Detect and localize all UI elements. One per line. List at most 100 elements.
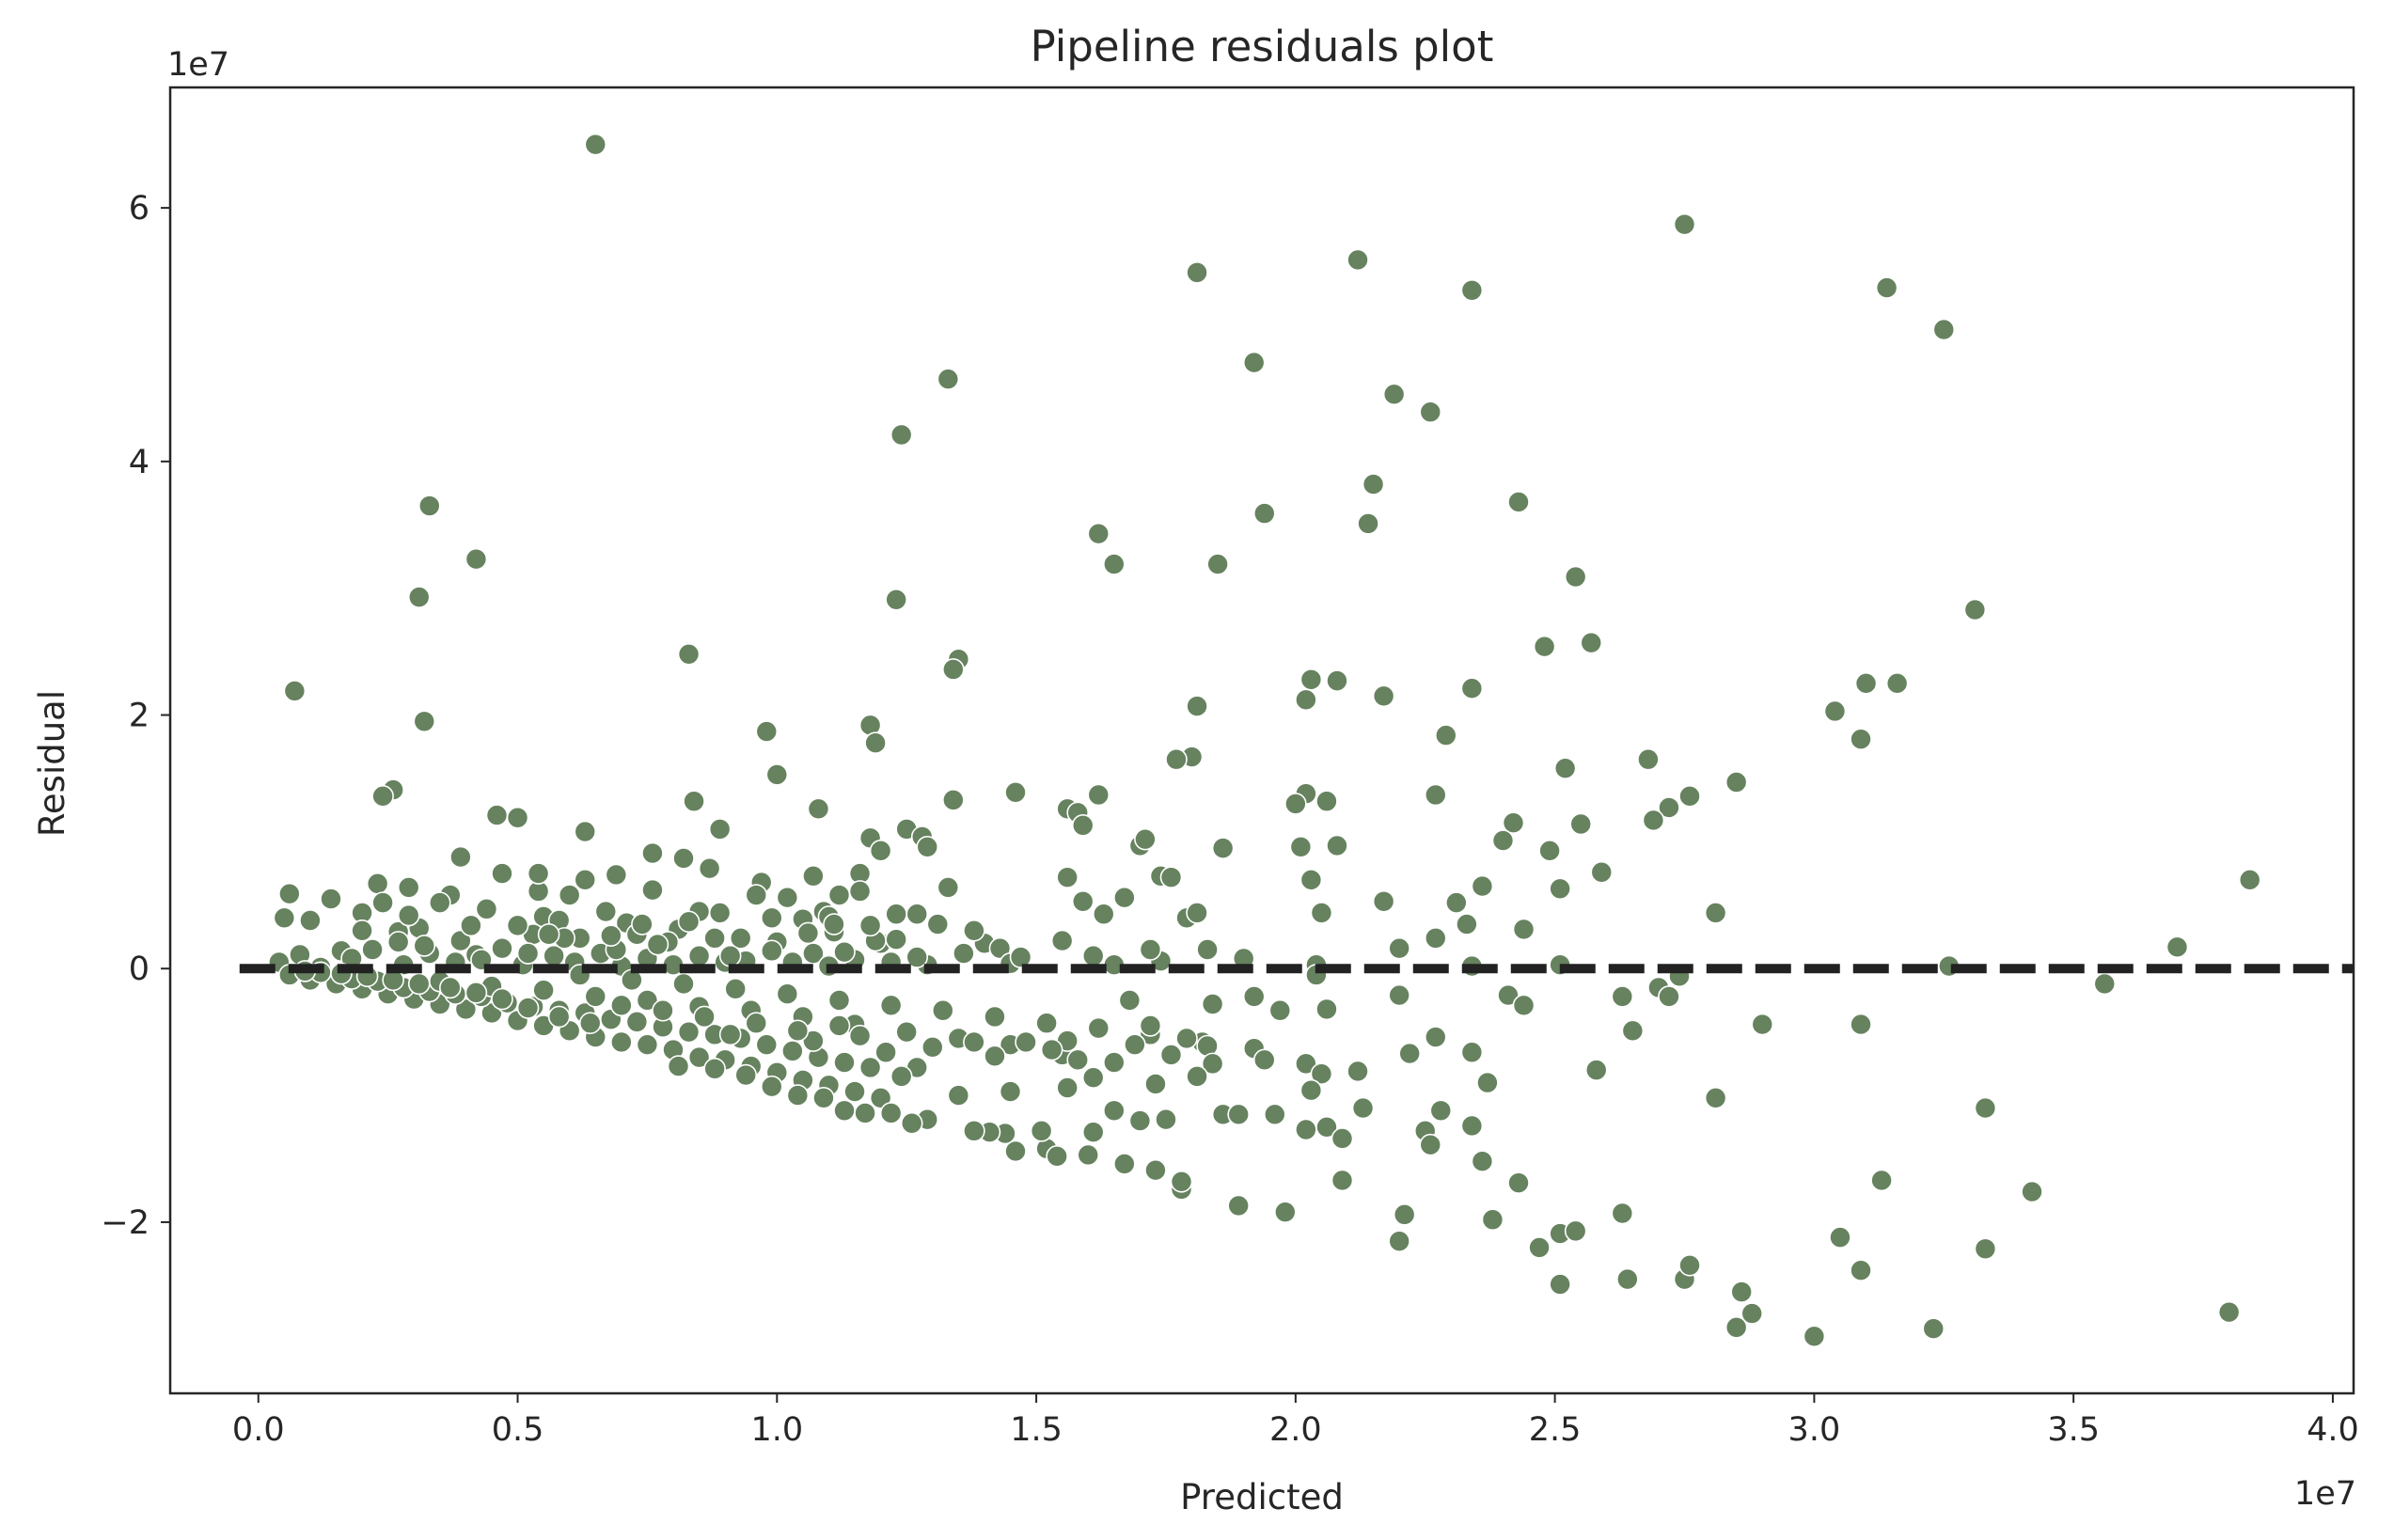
data-point — [729, 927, 752, 950]
data-point — [1144, 1073, 1167, 1095]
data-point — [1252, 502, 1276, 525]
data-point — [988, 936, 1012, 960]
data-point — [636, 989, 659, 1012]
data-point — [1289, 835, 1313, 858]
data-point — [641, 878, 664, 902]
data-point — [413, 935, 436, 957]
scatter-points — [268, 133, 2261, 1348]
data-point — [879, 994, 903, 1017]
data-point — [1445, 891, 1468, 914]
data-point — [1242, 985, 1266, 1008]
data-point — [693, 1005, 716, 1029]
data-point — [802, 942, 825, 965]
data-point — [1299, 668, 1323, 691]
data-point — [413, 710, 436, 733]
data-point — [885, 589, 907, 611]
data-point — [672, 972, 695, 996]
data-point — [1642, 809, 1665, 832]
y-tick-label: 4 — [129, 444, 150, 481]
data-point — [2093, 972, 2117, 996]
data-point — [776, 886, 799, 909]
x-tick-label: 2.0 — [1269, 1411, 1322, 1449]
data-point — [386, 931, 410, 953]
data-point — [802, 1029, 825, 1052]
data-point — [947, 1084, 970, 1107]
x-tick-label: 1.0 — [750, 1411, 803, 1449]
data-point — [1751, 1013, 1774, 1036]
data-point — [1725, 1316, 1748, 1339]
data-point — [1460, 278, 1484, 302]
data-point — [1885, 672, 1909, 695]
data-point — [760, 906, 783, 930]
data-point — [999, 1080, 1022, 1103]
data-point — [963, 919, 985, 942]
data-point — [1569, 812, 1592, 836]
data-point — [812, 1086, 835, 1109]
data-point — [1580, 631, 1603, 654]
data-point — [1512, 994, 1536, 1017]
data-point — [465, 547, 488, 571]
data-point — [879, 1102, 903, 1124]
data-point — [558, 884, 581, 906]
data-point — [1284, 793, 1307, 815]
data-point — [1144, 1158, 1167, 1182]
data-point — [843, 1080, 866, 1103]
data-point — [1211, 837, 1235, 859]
data-point — [760, 1075, 783, 1098]
data-point — [781, 1040, 804, 1062]
data-point — [320, 888, 342, 910]
data-point — [1678, 785, 1701, 808]
data-point — [1460, 1114, 1484, 1138]
data-point — [672, 847, 695, 870]
data-point — [366, 872, 389, 895]
data-point — [1637, 747, 1660, 771]
data-point — [1103, 1099, 1126, 1123]
data-point — [1621, 1019, 1645, 1043]
data-point — [677, 642, 701, 666]
data-point — [1227, 1103, 1250, 1126]
x-tick-label: 1.5 — [1010, 1411, 1063, 1449]
data-point — [1295, 688, 1317, 712]
data-point — [1611, 1202, 1634, 1225]
data-point — [429, 891, 451, 914]
data-point — [574, 820, 597, 843]
data-point — [397, 876, 420, 899]
data-point — [1963, 598, 1987, 621]
data-point — [1087, 522, 1110, 545]
data-point — [1388, 936, 1410, 960]
data-point — [1165, 747, 1188, 771]
data-point — [1460, 1041, 1484, 1064]
data-point — [1564, 1219, 1587, 1243]
x-axis-ticks: 0.0 0.5 1.0 1.5 2.0 2.5 3.0 3.5 4.0 — [232, 1393, 2359, 1449]
data-point — [942, 658, 965, 681]
data-point — [1491, 829, 1515, 852]
data-point — [1295, 1052, 1317, 1076]
data-point — [1553, 757, 1577, 779]
data-point — [1196, 938, 1219, 961]
data-point — [1398, 1042, 1421, 1065]
data-point — [1658, 985, 1680, 1008]
data-point — [963, 1030, 985, 1054]
data-point — [351, 919, 373, 942]
data-point — [646, 933, 669, 956]
data-point — [984, 1005, 1006, 1029]
data-point — [1124, 1033, 1146, 1056]
data-point — [578, 1012, 602, 1035]
data-point — [1471, 1150, 1494, 1173]
data-point — [1829, 1226, 1851, 1249]
y-tick-label: 2 — [129, 698, 150, 735]
data-point — [584, 985, 607, 1008]
data-point — [1476, 1071, 1499, 1094]
data-point — [1227, 1194, 1250, 1218]
data-point — [1118, 989, 1142, 1012]
data-point — [1922, 1317, 1945, 1341]
data-point — [734, 1063, 758, 1087]
data-point — [1159, 866, 1183, 888]
x-tick-label: 4.0 — [2307, 1411, 2359, 1449]
data-point — [594, 900, 618, 923]
data-point — [516, 997, 540, 1019]
data-point — [833, 940, 856, 964]
x-tick-label: 3.5 — [2047, 1411, 2100, 1449]
data-point — [1310, 902, 1333, 924]
data-point — [1854, 672, 1878, 695]
